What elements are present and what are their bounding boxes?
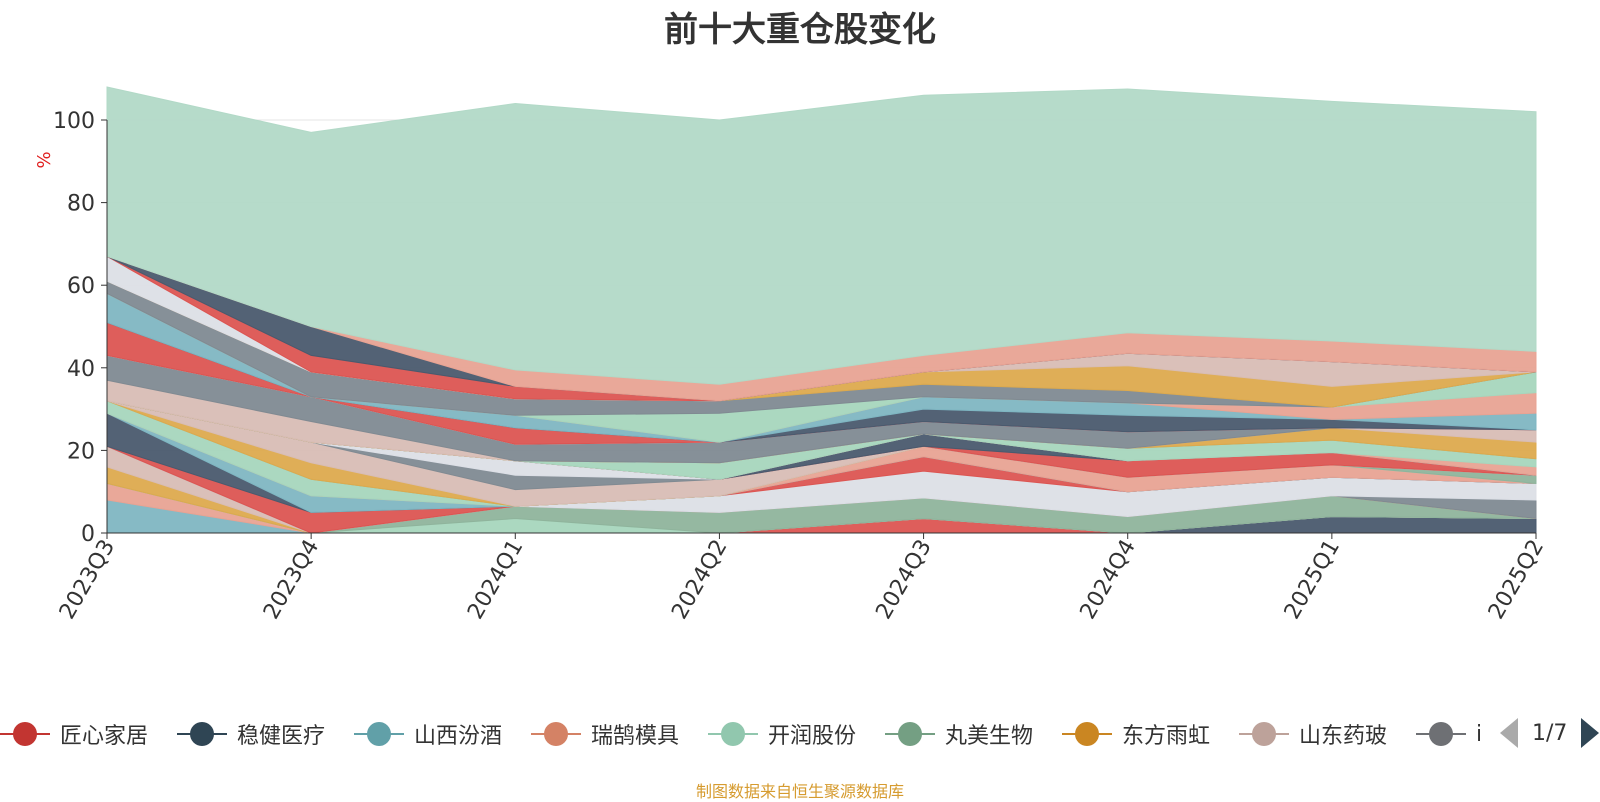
y-tick-label-60: 60 (67, 274, 95, 299)
legend-next-arrow-icon[interactable] (1581, 718, 1600, 748)
legend-item[interactable]: 匠心家居 (0, 712, 148, 756)
legend-marker-icon (177, 720, 227, 748)
legend-prev-arrow-icon[interactable] (1500, 718, 1518, 748)
x-tick-label-2023Q3: 2023Q3 (55, 536, 120, 624)
legend-marker-icon (1239, 720, 1289, 748)
legend-label: 开润股份 (768, 724, 857, 749)
legend-item[interactable]: 东方雨虹 (1062, 712, 1210, 756)
legend-page-indicator: 1/7 (1532, 720, 1568, 746)
legend-item[interactable]: 山东药玻 (1239, 712, 1387, 756)
y-axis-label: % (34, 151, 55, 168)
y-tick-label-40: 40 (67, 357, 95, 382)
legend-label: 东方雨虹 (1122, 724, 1211, 749)
x-tick-label-2024Q2: 2024Q2 (667, 536, 732, 624)
y-tick-label-20: 20 (67, 439, 95, 464)
legend-marker-icon (0, 720, 50, 748)
legend-item[interactable]: i (1416, 712, 1480, 756)
legend-item[interactable]: 瑞鹄模具 (531, 712, 679, 756)
stacked-area-chart: 0 20 40 60 80 100 2023Q3 2023Q4 2024Q1 2024Q2 2024… (34, 86, 1549, 624)
chart-title: 前十大重仓股变化 (664, 10, 936, 50)
legend-item[interactable]: 丸美生物 (885, 712, 1033, 756)
source-note: 制图数据来自恒生聚源数据库 (695, 782, 904, 801)
y-tick-label-80: 80 (67, 192, 95, 217)
legend-item[interactable]: 开润股份 (708, 712, 856, 756)
legend-label: 匠心家居 (60, 724, 149, 749)
legend-marker-icon (708, 720, 758, 748)
x-tick-label-2024Q3: 2024Q3 (871, 536, 936, 624)
legend: 匠心家居 稳健医疗 山西汾酒 瑞鹄模具 开润股份 丸美生物 东方雨虹 山东药玻 i (0, 712, 1600, 756)
legend-label: 山东药玻 (1299, 724, 1388, 749)
legend-label: 稳健医疗 (237, 724, 326, 749)
area-series-group (106, 86, 1537, 534)
x-tick-label-2023Q4: 2023Q4 (259, 536, 324, 624)
legend-label: 山西汾酒 (414, 724, 503, 749)
legend-item[interactable]: 稳健医疗 (177, 712, 325, 756)
legend-label: 瑞鹄模具 (591, 724, 680, 749)
legend-marker-icon (531, 720, 581, 748)
legend-item[interactable]: 山西汾酒 (354, 712, 502, 756)
legend-marker-icon (1416, 720, 1466, 748)
legend-pager: 1/7 (1500, 718, 1600, 748)
x-tick-label-2025Q2: 2025Q2 (1484, 536, 1549, 624)
area-series-42 (106, 86, 1537, 385)
legend-marker-icon (1062, 720, 1112, 748)
x-tick-label-2024Q4: 2024Q4 (1076, 536, 1141, 624)
y-tick-label-100: 100 (53, 109, 95, 134)
legend-items: 匠心家居 稳健医疗 山西汾酒 瑞鹄模具 开润股份 丸美生物 东方雨虹 山东药玻 i (0, 712, 1480, 756)
y-tick-label-0: 0 (81, 522, 95, 547)
legend-label: i (1476, 721, 1480, 747)
legend-marker-icon (354, 720, 404, 748)
x-tick-label-2025Q1: 2025Q1 (1280, 536, 1345, 624)
x-tick-label-2024Q1: 2024Q1 (463, 536, 528, 624)
legend-label: 丸美生物 (945, 724, 1034, 749)
legend-marker-icon (885, 720, 935, 748)
